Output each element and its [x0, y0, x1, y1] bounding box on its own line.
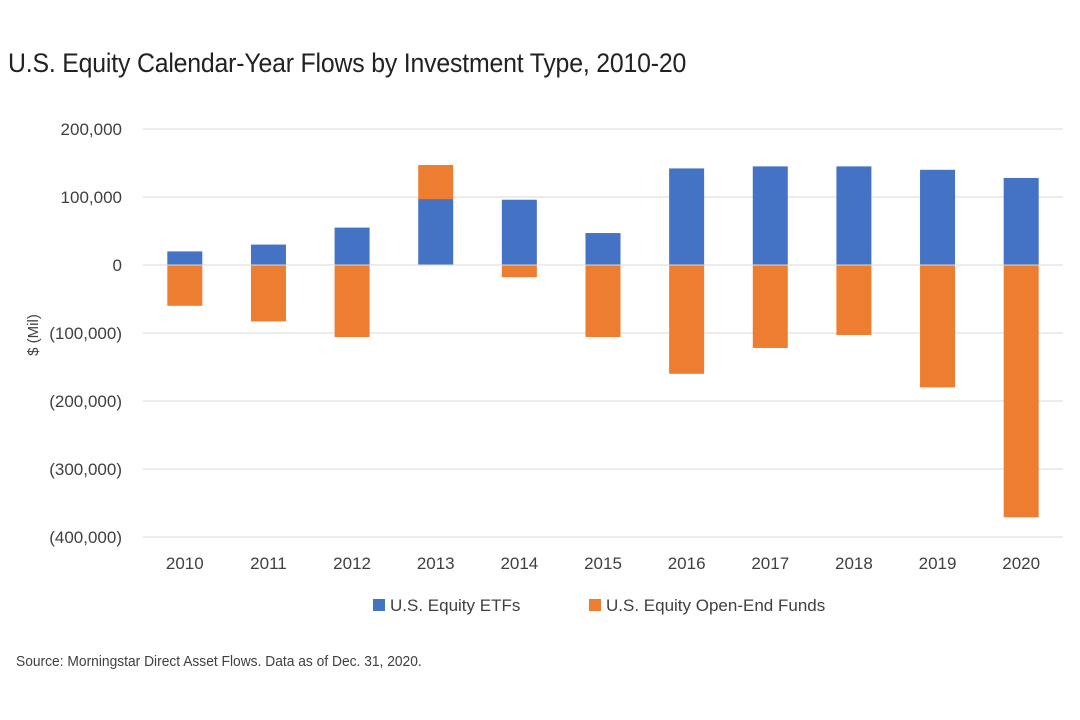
bar-etfs-2020 [1003, 177, 1039, 265]
y-tick-label: 100,000 [61, 188, 122, 207]
bar-open-end-funds-2010 [167, 265, 203, 306]
source-note: Source: Morningstar Direct Asset Flows. … [16, 653, 422, 670]
y-tick-label: (100,000) [49, 324, 122, 343]
y-axis-tick-labels: 200,000 100,000 0 (100,000) (200,000) (300,00… [49, 120, 122, 547]
bar-etfs-2015 [585, 233, 621, 265]
x-tick-label: 2018 [835, 554, 873, 573]
bar-open-end-funds-2011 [250, 265, 286, 322]
bar-etfs-2016 [669, 168, 705, 265]
bar-etfs-2014 [501, 199, 537, 265]
x-tick-label: 2015 [584, 554, 622, 573]
x-tick-label: 2020 [1002, 554, 1040, 573]
y-tick-label: 0 [113, 256, 122, 275]
bar-open-end-funds-2018 [836, 265, 872, 336]
bar-open-end-funds-2012 [334, 265, 370, 338]
chart-title: U.S. Equity Calendar-Year Flows by Inves… [8, 48, 687, 78]
y-axis-title: $ (Mil) [25, 314, 42, 356]
bar-open-end-funds-2016 [669, 265, 705, 374]
bar-etfs-2011 [250, 244, 286, 265]
y-tick-label: (400,000) [49, 528, 122, 547]
x-tick-label: 2010 [166, 554, 204, 573]
x-tick-label: 2017 [751, 554, 789, 573]
bar-open-end-funds-2013 [418, 165, 454, 200]
bar-etfs-2013 [418, 199, 454, 265]
y-tick-label: (200,000) [49, 392, 122, 411]
legend-item: U.S. Equity ETFs [373, 596, 520, 615]
bar-etfs-2019 [920, 169, 956, 265]
x-tick-label: 2016 [668, 554, 706, 573]
bar-open-end-funds-2020 [1003, 265, 1039, 518]
bar-open-end-funds-2015 [585, 265, 621, 338]
bar-open-end-funds-2019 [920, 265, 956, 388]
x-axis-tick-labels: 2010 2011 2012 2013 2014 2015 2016 2017 2018 2019… [166, 554, 1040, 573]
bar-open-end-funds-2017 [752, 265, 788, 348]
x-tick-label: 2013 [417, 554, 455, 573]
x-tick-label: 2012 [333, 554, 371, 573]
bar-etfs-2017 [752, 166, 788, 265]
legend-swatch [373, 599, 385, 611]
y-tick-label: 200,000 [61, 120, 122, 139]
x-tick-label: 2019 [919, 554, 957, 573]
bars [167, 165, 1039, 518]
y-tick-label: (300,000) [49, 460, 122, 479]
bar-etfs-2010 [167, 251, 203, 265]
legend-label: U.S. Equity ETFs [390, 596, 520, 615]
x-tick-label: 2011 [250, 554, 287, 573]
legend-label: U.S. Equity Open-End Funds [606, 596, 825, 615]
bar-etfs-2012 [334, 227, 370, 265]
x-tick-label: 2014 [500, 554, 538, 573]
legend: U.S. Equity ETFs U.S. Equity Open-End Fun… [373, 596, 825, 615]
legend-swatch [589, 599, 601, 611]
bar-etfs-2018 [836, 166, 872, 265]
legend-item: U.S. Equity Open-End Funds [589, 596, 825, 615]
bar-open-end-funds-2014 [501, 265, 537, 278]
